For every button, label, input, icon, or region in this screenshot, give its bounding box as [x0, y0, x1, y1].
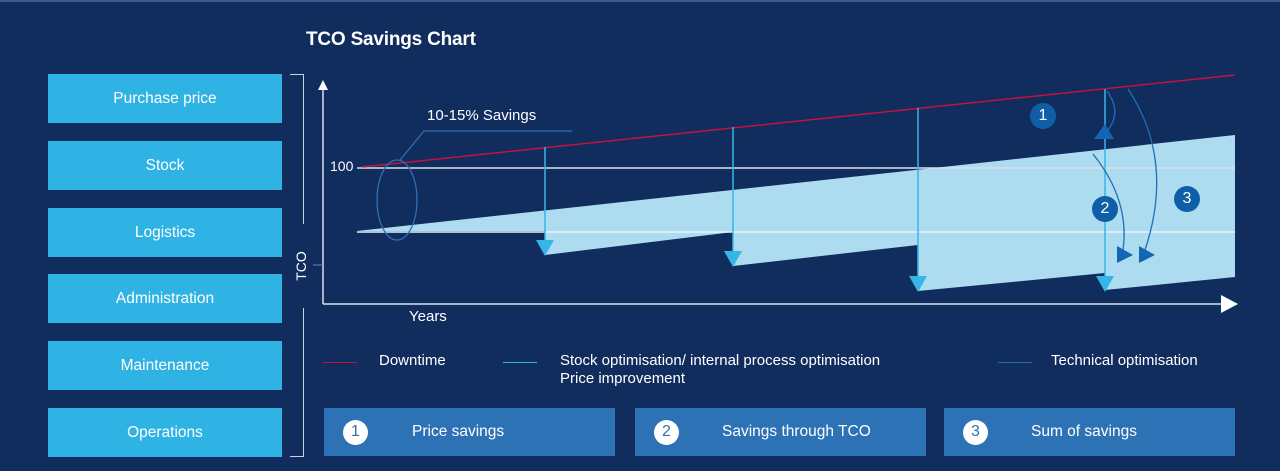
bracket-lower-line	[303, 308, 304, 457]
savings-annotation: 10-15% Savings	[427, 107, 537, 124]
sum-savings-curve	[1127, 88, 1158, 251]
category-label: Administration	[115, 289, 215, 307]
price-savings-arrow-icon	[1094, 124, 1114, 139]
legend-stock-label: Stock optimisation/ internal process opt…	[560, 352, 880, 388]
number-2-icon: 2	[654, 419, 679, 445]
y-tick-label-100: 100	[330, 158, 354, 174]
legend-stock-swatch	[503, 362, 537, 363]
savings-leader-line	[399, 130, 572, 161]
top-border	[0, 0, 1280, 2]
category-operations[interactable]: Operations	[48, 408, 282, 457]
category-label: Purchase price	[113, 89, 217, 107]
legend-technical-label: Technical optimisation	[1051, 352, 1198, 369]
badge-2: 2	[1092, 196, 1118, 222]
price-savings-button[interactable]: 1 Price savings	[324, 408, 615, 456]
drop-arrow-icon	[1096, 276, 1114, 292]
number-3-icon: 3	[963, 419, 988, 445]
number-1-icon: 1	[343, 419, 368, 445]
button-label: Sum of savings	[1031, 423, 1137, 440]
category-maintenance[interactable]: Maintenance	[48, 341, 282, 390]
category-stock[interactable]: Stock	[48, 141, 282, 190]
category-logistics[interactable]: Logistics	[48, 208, 282, 257]
x-axis-label: Years	[409, 308, 447, 325]
savings-ellipse	[376, 159, 418, 241]
category-purchase-price[interactable]: Purchase price	[48, 74, 282, 123]
category-administration[interactable]: Administration	[48, 274, 282, 323]
category-label: Maintenance	[120, 356, 210, 374]
savings-band	[357, 135, 1235, 291]
badge-1: 1	[1030, 103, 1056, 129]
drop-arrow-icon	[536, 240, 554, 256]
sum-of-savings-button[interactable]: 3 Sum of savings	[944, 408, 1235, 456]
price-savings-curve	[1106, 90, 1116, 131]
legend-stock-line1: Stock optimisation/ internal process opt…	[560, 352, 881, 369]
x-axis-arrow-icon	[1221, 295, 1238, 313]
savings-through-tco-button[interactable]: 2 Savings through TCO	[635, 408, 926, 456]
button-label: Price savings	[412, 423, 505, 440]
bracket-bottom-cap	[290, 456, 304, 457]
category-label: Logistics	[134, 223, 196, 241]
legend-stock-line2: Price improvement	[560, 370, 686, 387]
bracket-top-cap	[290, 74, 304, 75]
legend-technical-swatch	[998, 362, 1032, 363]
legend-downtime-label: Downtime	[379, 352, 446, 369]
y-axis-arrow-icon	[318, 80, 328, 90]
sum-savings-arrow-icon	[1139, 246, 1155, 263]
category-label: Operations	[127, 423, 203, 441]
page-title: TCO Savings Chart	[306, 29, 476, 50]
badge-3: 3	[1174, 186, 1200, 212]
downtime-line	[361, 74, 1236, 168]
button-label: Savings through TCO	[722, 423, 871, 440]
tco-savings-arrow-icon	[1117, 246, 1133, 263]
drop-arrow-icon	[724, 251, 742, 267]
bracket-upper-line	[303, 74, 304, 224]
tco-savings-curve	[1092, 153, 1125, 251]
legend-downtime-swatch	[323, 362, 357, 363]
category-label: Stock	[145, 156, 185, 174]
drop-arrow-icon	[909, 276, 927, 292]
